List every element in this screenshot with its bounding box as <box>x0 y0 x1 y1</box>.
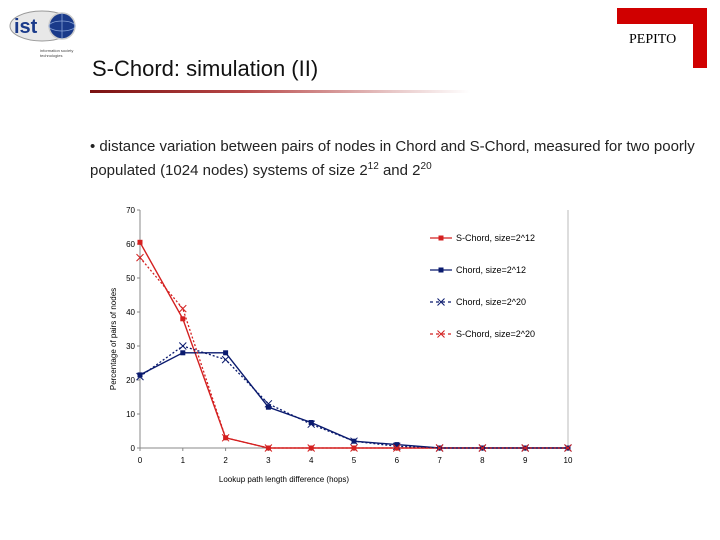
series-2-point <box>137 372 143 378</box>
series-line-2 <box>139 352 568 449</box>
y-tick-label: 30 <box>126 342 135 351</box>
series-3-point <box>136 372 144 381</box>
series-4-point <box>136 253 144 262</box>
legend-marker-3 <box>437 298 445 306</box>
series-4-point <box>350 444 358 452</box>
series-2-point <box>180 350 186 356</box>
series-1-point <box>137 239 143 245</box>
series-2-point <box>265 404 271 410</box>
x-tick-label: 8 <box>480 456 485 465</box>
y-tick-label: 70 <box>126 206 135 215</box>
slide-title: S-Chord: simulation (II) <box>92 56 319 81</box>
series-4-point <box>178 304 187 313</box>
series-line-3 <box>139 345 568 449</box>
series-3-point <box>307 420 316 429</box>
x-tick-label: 6 <box>395 456 400 465</box>
series-3-point <box>264 399 273 408</box>
x-tick-label: 0 <box>138 456 143 465</box>
y-axis-label: Percentage of pairs of nodes <box>109 288 118 390</box>
x-tick-label: 9 <box>523 456 528 465</box>
series-3-point <box>178 342 187 350</box>
logo-text: ist <box>14 16 38 38</box>
project-label: PEPITO <box>629 32 677 47</box>
legend-marker-1 <box>438 235 444 241</box>
series-3-point <box>221 355 230 364</box>
series-1-point <box>180 316 186 322</box>
y-tick-label: 50 <box>126 274 135 283</box>
series-4-point <box>478 444 487 452</box>
legend-label-4: S-Chord, size=2^20 <box>456 329 535 339</box>
x-tick-label: 7 <box>437 456 442 465</box>
title-underline <box>90 90 470 93</box>
series-4-point <box>264 444 273 452</box>
series-3-point <box>350 437 358 446</box>
x-tick-label: 2 <box>223 456 228 465</box>
x-tick-label: 3 <box>266 456 271 465</box>
y-tick-label: 60 <box>126 240 135 249</box>
series-4-point <box>307 444 316 452</box>
series-2-point <box>394 442 400 448</box>
x-tick-label: 4 <box>309 456 314 465</box>
bullet-prefix: • distance variation between pairs of no… <box>90 138 695 179</box>
series-4-point <box>435 444 444 452</box>
y-tick-label: 20 <box>126 376 135 385</box>
series-2-point <box>308 420 314 425</box>
x-tick-label: 5 <box>352 456 357 465</box>
legend-marker-2 <box>438 267 444 273</box>
series-2-point <box>223 350 229 356</box>
x-tick-label: 1 <box>181 456 186 465</box>
series-4-point <box>521 444 530 452</box>
pepito-frame <box>617 8 707 68</box>
legend-label-2: Chord, size=2^12 <box>456 265 526 275</box>
series-4-point <box>392 444 401 452</box>
series-4-point <box>221 433 230 442</box>
ist-logo: ist information society technologies <box>8 8 76 58</box>
legend-marker-4 <box>437 330 445 338</box>
x-tick-label: 10 <box>564 456 573 465</box>
series-4-point <box>564 444 572 452</box>
y-tick-label: 0 <box>131 444 136 453</box>
y-tick-label: 10 <box>126 410 135 419</box>
legend-label-3: Chord, size=2^20 <box>456 297 526 307</box>
logo-subtext: information society technologies <box>40 48 74 58</box>
x-axis-label: Lookup path length difference (hops) <box>219 475 350 484</box>
exponent-12: 12 <box>367 161 379 172</box>
exponent-20: 20 <box>420 161 432 172</box>
legend-label-1: S-Chord, size=2^12 <box>456 233 535 243</box>
bullet-text: • distance variation between pairs of no… <box>90 137 700 181</box>
bullet-mid: and 2 <box>378 162 421 179</box>
y-tick-label: 40 <box>126 308 135 317</box>
